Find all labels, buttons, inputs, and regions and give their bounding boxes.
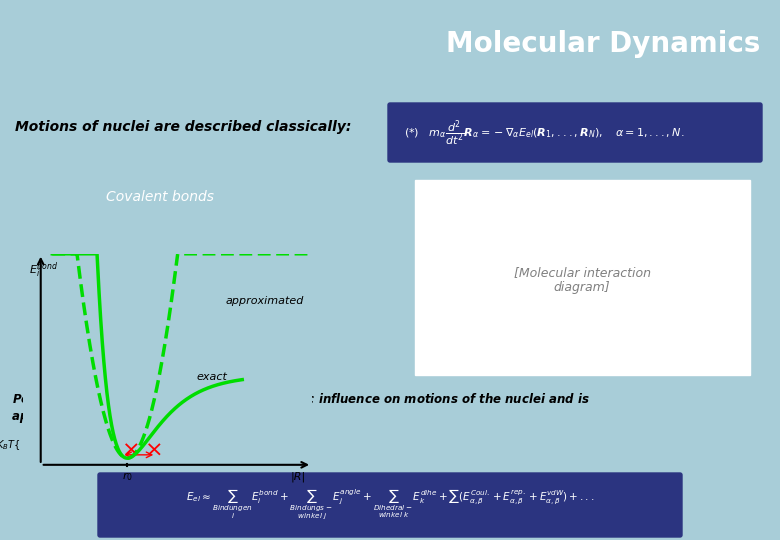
Text: Covalent bonds: Covalent bonds bbox=[106, 190, 214, 204]
Text: approximated: approximated bbox=[225, 295, 303, 306]
Text: $E_i^{bond}$: $E_i^{bond}$ bbox=[29, 260, 58, 280]
FancyBboxPatch shape bbox=[415, 180, 750, 375]
Text: Motions of nuclei are described classically:: Motions of nuclei are described classica… bbox=[15, 120, 351, 134]
FancyBboxPatch shape bbox=[98, 473, 682, 537]
Text: $(*)$   $m_\alpha \dfrac{d^2}{dt^2}\boldsymbol{R}_\alpha = -\nabla_\alpha E_{el}: $(*)$ $m_\alpha \dfrac{d^2}{dt^2}\boldsy… bbox=[404, 118, 684, 148]
Text: |R|: |R| bbox=[291, 471, 307, 482]
Text: approximated empirically → „classical MD“:: approximated empirically → „classical MD… bbox=[12, 410, 301, 423]
Text: Potential function $E_{el}$ describes the electronic influence on motions of the: Potential function $E_{el}$ describes th… bbox=[12, 392, 590, 408]
Text: Non-bonded interactions: Non-bonded interactions bbox=[484, 190, 656, 204]
Text: $\times$: $\times$ bbox=[144, 440, 162, 460]
Text: $r_0$: $r_0$ bbox=[122, 470, 133, 483]
Text: $\times$: $\times$ bbox=[122, 440, 139, 460]
Text: Molecular Dynamics: Molecular Dynamics bbox=[445, 30, 760, 58]
Text: $K_BT\{$: $K_BT\{$ bbox=[0, 438, 20, 452]
FancyBboxPatch shape bbox=[388, 103, 762, 162]
Text: $E_{el} \approx \sum_{\substack{Bindungen\\i}} E_i^{bond} + \sum_{\substack{Bind: $E_{el} \approx \sum_{\substack{Bindunge… bbox=[186, 488, 594, 522]
Text: [Molecular interaction
diagram]: [Molecular interaction diagram] bbox=[513, 266, 651, 294]
Text: exact: exact bbox=[197, 372, 228, 382]
